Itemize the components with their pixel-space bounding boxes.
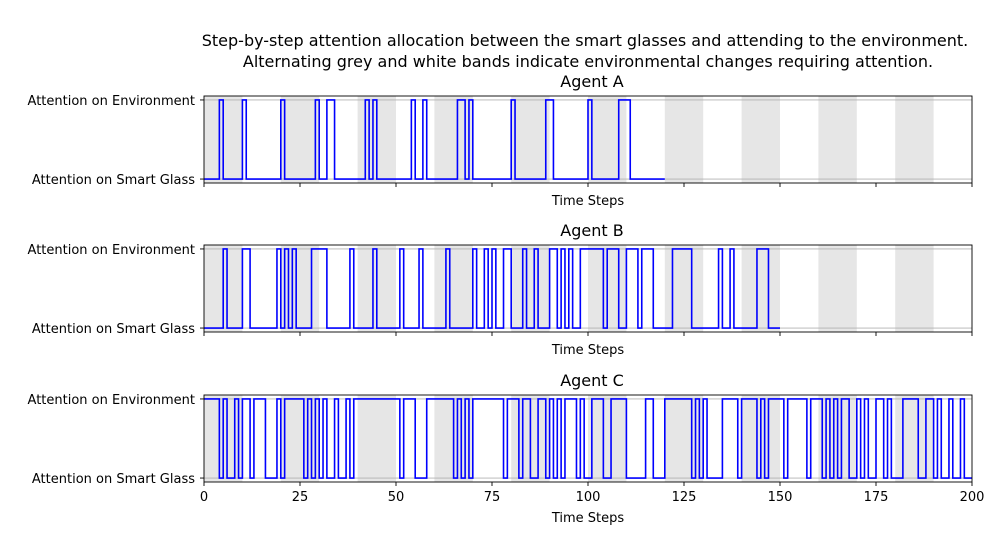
panel-agent-1: Attention on Smart Glass Attention on Env… bbox=[28, 72, 973, 209]
x-tick-label: 100 bbox=[576, 490, 601, 505]
figure-title-line1: Step-by-step attention allocation betwee… bbox=[202, 31, 969, 50]
y-tick-label: Attention on Environment bbox=[28, 393, 195, 408]
x-axis-label: Time Steps bbox=[551, 194, 625, 209]
environment-band bbox=[511, 96, 550, 183]
x-tick-label: 150 bbox=[768, 490, 793, 505]
x-tick-label: 175 bbox=[864, 490, 889, 505]
x-tick-label: 25 bbox=[292, 490, 309, 505]
x-tick-label: 75 bbox=[484, 490, 501, 505]
environment-band bbox=[741, 96, 780, 183]
environment-band bbox=[511, 245, 550, 332]
panel-title: Agent A bbox=[560, 72, 623, 91]
x-tick-label: 200 bbox=[960, 490, 985, 505]
figure-title-line2: Alternating grey and white bands indicat… bbox=[243, 52, 933, 71]
attention-series-line bbox=[204, 398, 972, 479]
environment-band bbox=[280, 245, 320, 332]
environment-band bbox=[588, 96, 627, 183]
panel-title: Agent B bbox=[560, 221, 623, 240]
y-tick-label: Attention on Smart Glass bbox=[32, 173, 195, 188]
environment-band bbox=[280, 395, 320, 482]
environment-band bbox=[664, 245, 704, 332]
x-tick-label: 0 bbox=[200, 490, 208, 505]
environment-band bbox=[895, 96, 934, 183]
environment-band bbox=[357, 395, 396, 482]
x-axis-label: Time Steps bbox=[551, 511, 625, 526]
panel-agent-2: Attention on Smart Glass Attention on Env… bbox=[28, 221, 973, 358]
y-tick-label: Attention on Smart Glass bbox=[32, 322, 195, 337]
environment-band bbox=[741, 245, 780, 332]
panel-agent-3: Attention on Smart Glass Attention on Env… bbox=[28, 371, 985, 526]
environment-band bbox=[818, 96, 857, 183]
x-tick-label: 50 bbox=[388, 490, 405, 505]
y-tick-label: Attention on Environment bbox=[28, 94, 195, 109]
environment-band bbox=[588, 395, 627, 482]
x-tick-label: 125 bbox=[672, 490, 697, 505]
environment-band bbox=[664, 395, 704, 482]
y-tick-label: Attention on Environment bbox=[28, 243, 195, 258]
environment-band bbox=[280, 96, 320, 183]
y-tick-label: Attention on Smart Glass bbox=[32, 472, 195, 487]
environment-band bbox=[434, 245, 473, 332]
panel-title: Agent C bbox=[560, 371, 624, 390]
environment-band bbox=[818, 245, 857, 332]
environment-band bbox=[895, 395, 934, 482]
attention-series-line bbox=[204, 248, 780, 329]
attention-series-line bbox=[204, 99, 665, 180]
chart-panels: Attention on Smart Glass Attention on Env… bbox=[28, 72, 985, 526]
environment-band bbox=[434, 96, 473, 183]
environment-band bbox=[895, 245, 934, 332]
environment-band bbox=[664, 96, 704, 183]
x-axis-label: Time Steps bbox=[551, 343, 625, 358]
